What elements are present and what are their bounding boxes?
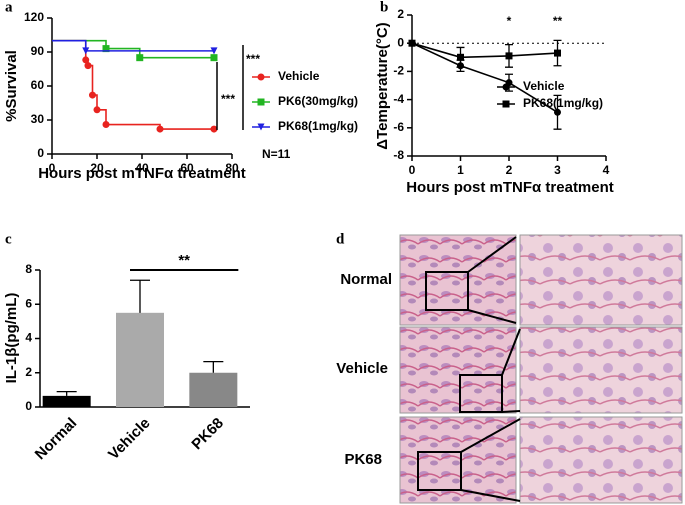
histology bbox=[399, 234, 683, 504]
marker bbox=[210, 47, 218, 55]
y-tick-label: 30 bbox=[31, 112, 45, 126]
panel-letter: c bbox=[5, 231, 12, 247]
marker bbox=[502, 83, 510, 91]
x-axis-title: Hours post mTNFα treatment bbox=[38, 165, 246, 182]
legend-label: PK68(1mg/kg) bbox=[278, 119, 358, 133]
series-line bbox=[52, 39, 214, 52]
y-axis-title: ΔTemperature(°C) bbox=[374, 22, 391, 149]
x-tick-label: 60 bbox=[180, 161, 194, 175]
y-tick-label: 8 bbox=[25, 262, 32, 276]
significance: ** bbox=[553, 14, 563, 28]
annotation: N=11 bbox=[262, 147, 291, 161]
panel-letter: b bbox=[380, 0, 388, 15]
x-tick-label: PK68 bbox=[188, 415, 227, 454]
legend-label: Vehicle bbox=[278, 69, 320, 83]
marker bbox=[82, 47, 90, 55]
panel-letter: d bbox=[336, 231, 345, 247]
x-tick-label: Vehicle bbox=[105, 415, 154, 464]
significance: * bbox=[507, 14, 512, 28]
y-tick-label: 6 bbox=[25, 296, 32, 310]
legend-label: PK6(30mg/kg) bbox=[278, 94, 358, 108]
marker bbox=[257, 123, 265, 131]
row-label: PK68 bbox=[344, 451, 382, 468]
y-tick-label: -4 bbox=[393, 92, 404, 106]
error-bar bbox=[203, 360, 224, 373]
series-line bbox=[411, 42, 558, 113]
y-tick-label: 2 bbox=[397, 7, 404, 21]
marker bbox=[89, 91, 96, 99]
x-tick-label: 0 bbox=[409, 163, 416, 177]
x-tick-label: 40 bbox=[135, 161, 149, 175]
x-tick-label: 3 bbox=[554, 163, 561, 177]
marker bbox=[554, 49, 561, 57]
marker bbox=[457, 53, 464, 61]
y-tick-label: 0 bbox=[397, 35, 404, 49]
row-label: Vehicle bbox=[336, 360, 388, 377]
y-tick-label: 120 bbox=[24, 10, 44, 24]
x-tick-label: 1 bbox=[457, 163, 464, 177]
y-axis-title: %Survival bbox=[3, 50, 20, 122]
panel-letter: a bbox=[5, 0, 13, 15]
marker bbox=[554, 108, 561, 116]
marker bbox=[84, 62, 92, 70]
y-axis-title: IL-1β(pg/mL) bbox=[3, 293, 20, 384]
marker bbox=[102, 45, 110, 53]
series-line bbox=[411, 42, 558, 59]
marker bbox=[136, 54, 144, 62]
legend-label: Vehicle bbox=[523, 79, 565, 93]
x-tick-label: 2 bbox=[506, 163, 513, 177]
annotation: *** bbox=[221, 92, 235, 106]
marker bbox=[257, 98, 265, 106]
error-bar bbox=[130, 279, 150, 313]
y-tick-label: 4 bbox=[25, 331, 32, 345]
y-tick-label: 90 bbox=[31, 44, 45, 58]
marker bbox=[102, 121, 110, 129]
row-label: Normal bbox=[340, 271, 392, 288]
y-tick-label: 0 bbox=[37, 146, 44, 160]
marker bbox=[257, 73, 265, 81]
annotation: *** bbox=[246, 52, 260, 66]
x-tick-label: 4 bbox=[603, 163, 610, 177]
marker bbox=[408, 39, 416, 47]
significance: ** bbox=[178, 252, 190, 269]
y-tick-label: 2 bbox=[25, 365, 32, 379]
marker bbox=[210, 54, 218, 62]
error-bar bbox=[56, 390, 77, 396]
y-tick-label: -6 bbox=[393, 120, 404, 134]
marker bbox=[93, 106, 101, 114]
bar bbox=[189, 372, 238, 407]
y-tick-label: 0 bbox=[25, 399, 32, 413]
y-tick-label: -8 bbox=[393, 148, 404, 162]
marker bbox=[505, 52, 513, 60]
x-axis-title: Hours post mTNFα treatment bbox=[406, 179, 614, 196]
y-tick-label: 60 bbox=[31, 78, 45, 92]
marker bbox=[82, 56, 90, 64]
bar bbox=[116, 312, 164, 407]
x-tick-label: 0 bbox=[49, 161, 56, 175]
bar bbox=[42, 395, 91, 407]
marker bbox=[502, 100, 510, 108]
y-tick-label: -2 bbox=[393, 64, 404, 78]
series-line bbox=[52, 39, 214, 59]
x-tick-label: 80 bbox=[225, 161, 239, 175]
marker bbox=[156, 125, 164, 133]
marker bbox=[210, 125, 218, 133]
series-line bbox=[52, 39, 214, 130]
x-tick-label: Normal bbox=[32, 415, 81, 464]
legend-label: PK68(1mg/kg) bbox=[523, 96, 603, 110]
x-tick-label: 20 bbox=[90, 161, 104, 175]
